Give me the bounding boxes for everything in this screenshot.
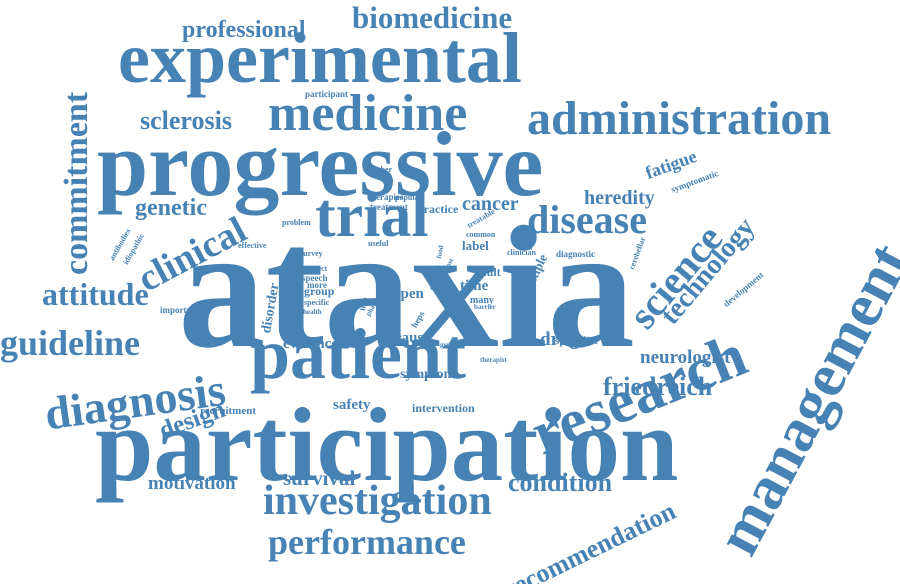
cloud-word-adult: adult <box>474 265 501 279</box>
cloud-word-sclerosis: sclerosis <box>140 106 232 135</box>
cloud-word-practice: practice <box>417 202 459 216</box>
cloud-word-survey: survey <box>300 249 323 258</box>
cloud-word-condition: condition <box>508 468 613 497</box>
cloud-word-neurologist: neurologist <box>640 347 731 368</box>
cloud-word-therapist: therapist <box>480 356 507 364</box>
cloud-word-genetic: genetic <box>135 195 207 221</box>
cloud-word-cause: cause <box>395 330 430 346</box>
cloud-word-specialist: specialist <box>555 335 598 347</box>
cloud-word-guideline: guideline <box>0 323 141 363</box>
cloud-word-management: management <box>703 232 900 566</box>
cloud-word-popular: popular <box>395 193 423 202</box>
cloud-word-heredity: heredity <box>584 187 655 209</box>
cloud-word-cancer: cancer <box>462 193 519 215</box>
cloud-word-safety: safety <box>333 397 371 413</box>
cloud-word-health: health <box>303 308 322 316</box>
cloud-word-evidence: evidence <box>283 336 338 352</box>
cloud-word-trial: trial <box>315 182 429 250</box>
cloud-word-development: development <box>721 269 766 309</box>
cloud-word-effective: effective <box>238 241 267 250</box>
cloud-word-label: label <box>462 238 489 253</box>
cloud-word-participation: participation <box>95 386 679 503</box>
cloud-word-recruitment: recruitment <box>200 405 256 417</box>
cloud-word-treatment: treatment <box>370 202 408 212</box>
cloud-word-intervention: intervention <box>412 401 475 415</box>
cloud-word-progressive: progressive <box>97 113 544 215</box>
cloud-word-symptomatic: symptomatic <box>669 168 720 195</box>
cloud-word-common: common <box>466 230 496 239</box>
cloud-word-time: time <box>460 278 489 294</box>
cloud-word-aspect: aspect <box>306 264 328 273</box>
cloud-word-specific: specific <box>304 298 330 307</box>
cloud-word-medicine: medicine <box>268 85 468 142</box>
cloud-word-investigation: investigation <box>263 478 492 524</box>
cloud-word-recommendation: recommendation <box>499 496 681 584</box>
cloud-word-open: open <box>393 286 424 302</box>
cloud-word-data: data <box>519 244 533 252</box>
cloud-word-experimental: experimental <box>118 18 522 98</box>
cloud-word-biomedicine: biomedicine <box>352 0 513 35</box>
cloud-word-speech: speech <box>302 273 328 283</box>
cloud-word-important: important <box>160 305 199 315</box>
cloud-word-participant: participant <box>305 89 349 99</box>
cloud-word-barrier: barrier <box>474 303 496 311</box>
cloud-word-administration: administration <box>527 92 832 145</box>
cloud-word-symptom: symptom <box>400 367 456 382</box>
cloud-word-drug: drug <box>540 329 580 350</box>
cloud-word-many: many <box>470 295 494 306</box>
cloud-word-friedreich: friedreich <box>603 372 713 401</box>
cloud-word-general: general <box>440 341 463 349</box>
cloud-word-patient: patient <box>250 314 466 394</box>
cloud-word-diagnostic: diagnostic <box>556 249 596 259</box>
cloud-word-performance: performance <box>268 522 466 562</box>
cloud-word-problem: problem <box>282 218 311 227</box>
cloud-word-professional: professional <box>182 17 306 43</box>
cloud-word-commitment: commitment <box>58 91 95 275</box>
cloud-word-group: group <box>304 284 335 298</box>
cloud-word-disease: disease <box>527 197 647 242</box>
cloud-word-clinician: clinician <box>507 248 536 257</box>
cloud-word-survival: survival <box>283 466 356 490</box>
cloud-word-care: care <box>430 282 449 293</box>
cloud-word-number: number <box>365 165 393 174</box>
cloud-word-ataxia: ataxia <box>178 190 635 384</box>
cloud-word-motivation: motivation <box>148 473 236 494</box>
cloud-word-useful: useful <box>368 239 389 248</box>
cloud-word-more: more <box>307 280 327 290</box>
cloud-word-attitude: attitude <box>42 276 149 312</box>
cloud-word-therapies: therapies <box>368 192 404 202</box>
